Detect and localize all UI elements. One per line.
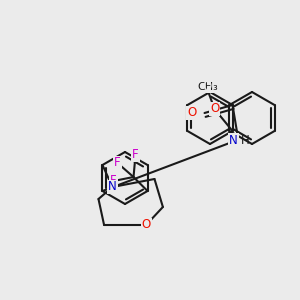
Text: O: O [142, 218, 151, 232]
Text: O: O [202, 80, 211, 92]
Text: F: F [114, 157, 121, 169]
Text: CH₃: CH₃ [197, 82, 218, 92]
Text: O: O [187, 106, 196, 119]
Text: O: O [208, 85, 209, 86]
Text: F: F [110, 175, 117, 188]
Text: N: N [108, 181, 117, 194]
Text: N: N [229, 134, 238, 146]
Text: F: F [132, 148, 139, 161]
Text: H: H [241, 134, 250, 146]
Text: O: O [210, 103, 219, 116]
